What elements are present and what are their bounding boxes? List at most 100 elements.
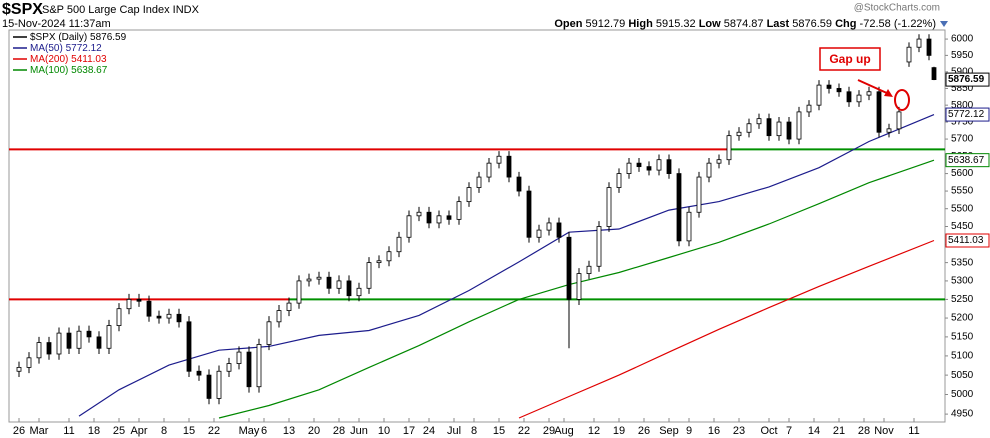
x-tick-label: 25 (113, 425, 125, 437)
y-tick-label: 5550 (951, 186, 974, 197)
y-tick-label: 5800 (951, 100, 974, 111)
quote-label: Low (699, 18, 721, 30)
y-tick-label: 5750 (951, 117, 974, 128)
x-tick-label: Oct (760, 425, 777, 437)
candle-body (846, 91, 852, 103)
quote-value: 5912.79 (586, 18, 626, 30)
chart-date: 15-Nov-2024 11:37am (2, 18, 111, 30)
candle-body (606, 187, 612, 227)
candle-body (136, 298, 142, 302)
candle-body (856, 94, 862, 103)
x-tick-label: 18 (88, 425, 100, 437)
candle-body (886, 128, 892, 133)
y-tick-label: 5500 (951, 203, 974, 214)
candle-body (526, 190, 532, 238)
quote-value: (-1.22%) (894, 18, 936, 30)
candle-body (306, 278, 312, 282)
candle-body (96, 336, 102, 349)
moving-average-line (518, 239, 935, 419)
candle-body (746, 123, 752, 133)
annotation-arrow (857, 79, 890, 95)
candle-body (696, 176, 702, 213)
candle-body (296, 280, 302, 304)
y-tick-label: 5700 (951, 134, 974, 145)
y-tick-label: 5450 (951, 221, 974, 232)
legend-value: 5876.59 (90, 32, 127, 43)
candle-body (206, 374, 212, 399)
candle-body (146, 300, 152, 317)
candle-body (196, 370, 202, 376)
chart-title: $SPX (2, 1, 43, 18)
x-tick-label: 28 (858, 425, 870, 437)
legend-entry: MA(200) 5411.03 (30, 54, 107, 65)
x-tick-label: 24 (423, 425, 435, 437)
candle-body (736, 131, 742, 137)
candle-body (796, 111, 802, 140)
candle-body (616, 173, 622, 188)
annotation-circle (894, 89, 910, 111)
candle-body (406, 215, 412, 238)
axis-value-label: 5772.12 (948, 109, 985, 120)
x-tick-label: 12 (588, 425, 600, 437)
candle-body (506, 155, 512, 178)
candle-body (56, 332, 62, 355)
moving-average-line (78, 114, 935, 417)
y-tick-label: 5000 (951, 389, 974, 400)
legend-entry: $SPX (Daily) 5876.59 (30, 32, 127, 43)
axis-value-label: 5411.03 (948, 235, 984, 246)
menu-arrow[interactable] (940, 21, 948, 27)
chart-subtitle: S&P 500 Large Cap Index INDX (42, 4, 200, 16)
candle-body (826, 84, 832, 89)
axis-value-box (945, 72, 990, 87)
x-tick-label: 11 (63, 425, 74, 437)
x-tick-label: 13 (283, 425, 295, 437)
candle-body (86, 330, 92, 338)
candle-body (346, 280, 352, 297)
candle-body (836, 88, 842, 93)
candle-body (216, 370, 222, 399)
candle-body (326, 276, 332, 289)
x-tick-label: May (239, 425, 260, 437)
candle-body (376, 260, 382, 264)
x-tick-label: Aug (554, 425, 574, 437)
y-tick-label: 5300 (951, 276, 974, 287)
legend-name: MA(200) (30, 54, 68, 65)
candle-body (276, 310, 282, 323)
axis-value-label: 5638.67 (948, 155, 985, 166)
candle-body (666, 159, 672, 174)
candle-body (76, 330, 82, 349)
candle-body (486, 162, 492, 178)
candle-body (236, 351, 242, 364)
candle-body (446, 215, 452, 220)
x-tick-label: 17 (403, 425, 415, 437)
candle-body (386, 251, 392, 262)
y-tick-label: 5150 (951, 332, 974, 343)
candle-body (456, 201, 462, 220)
axis-value-box (945, 233, 990, 248)
y-tick-label: 5100 (951, 351, 974, 362)
quote-value: 5915.32 (656, 18, 696, 30)
x-tick-label: 22 (518, 425, 530, 437)
x-tick-label: 7 (786, 425, 792, 437)
y-tick-label: 5350 (951, 257, 974, 268)
candle-body (906, 46, 912, 63)
candle-body (356, 287, 362, 297)
y-tick-label: 5200 (951, 313, 974, 324)
x-tick-label: 9 (686, 425, 692, 437)
legend-value: 5772.12 (66, 43, 103, 54)
legend-name: $SPX (Daily) (30, 32, 87, 43)
candle-body (26, 357, 32, 368)
candle-body (636, 162, 642, 168)
candle-body (626, 162, 632, 174)
x-tick-label: 21 (833, 425, 845, 437)
candle-body (766, 118, 772, 137)
axis-value-label: 5876.59 (948, 74, 985, 85)
candle-body (556, 222, 562, 238)
x-tick-label: 10 (378, 425, 390, 437)
x-tick-label: 23 (733, 425, 745, 437)
quote-value: 5876.59 (792, 18, 832, 30)
candle-body (516, 176, 522, 192)
